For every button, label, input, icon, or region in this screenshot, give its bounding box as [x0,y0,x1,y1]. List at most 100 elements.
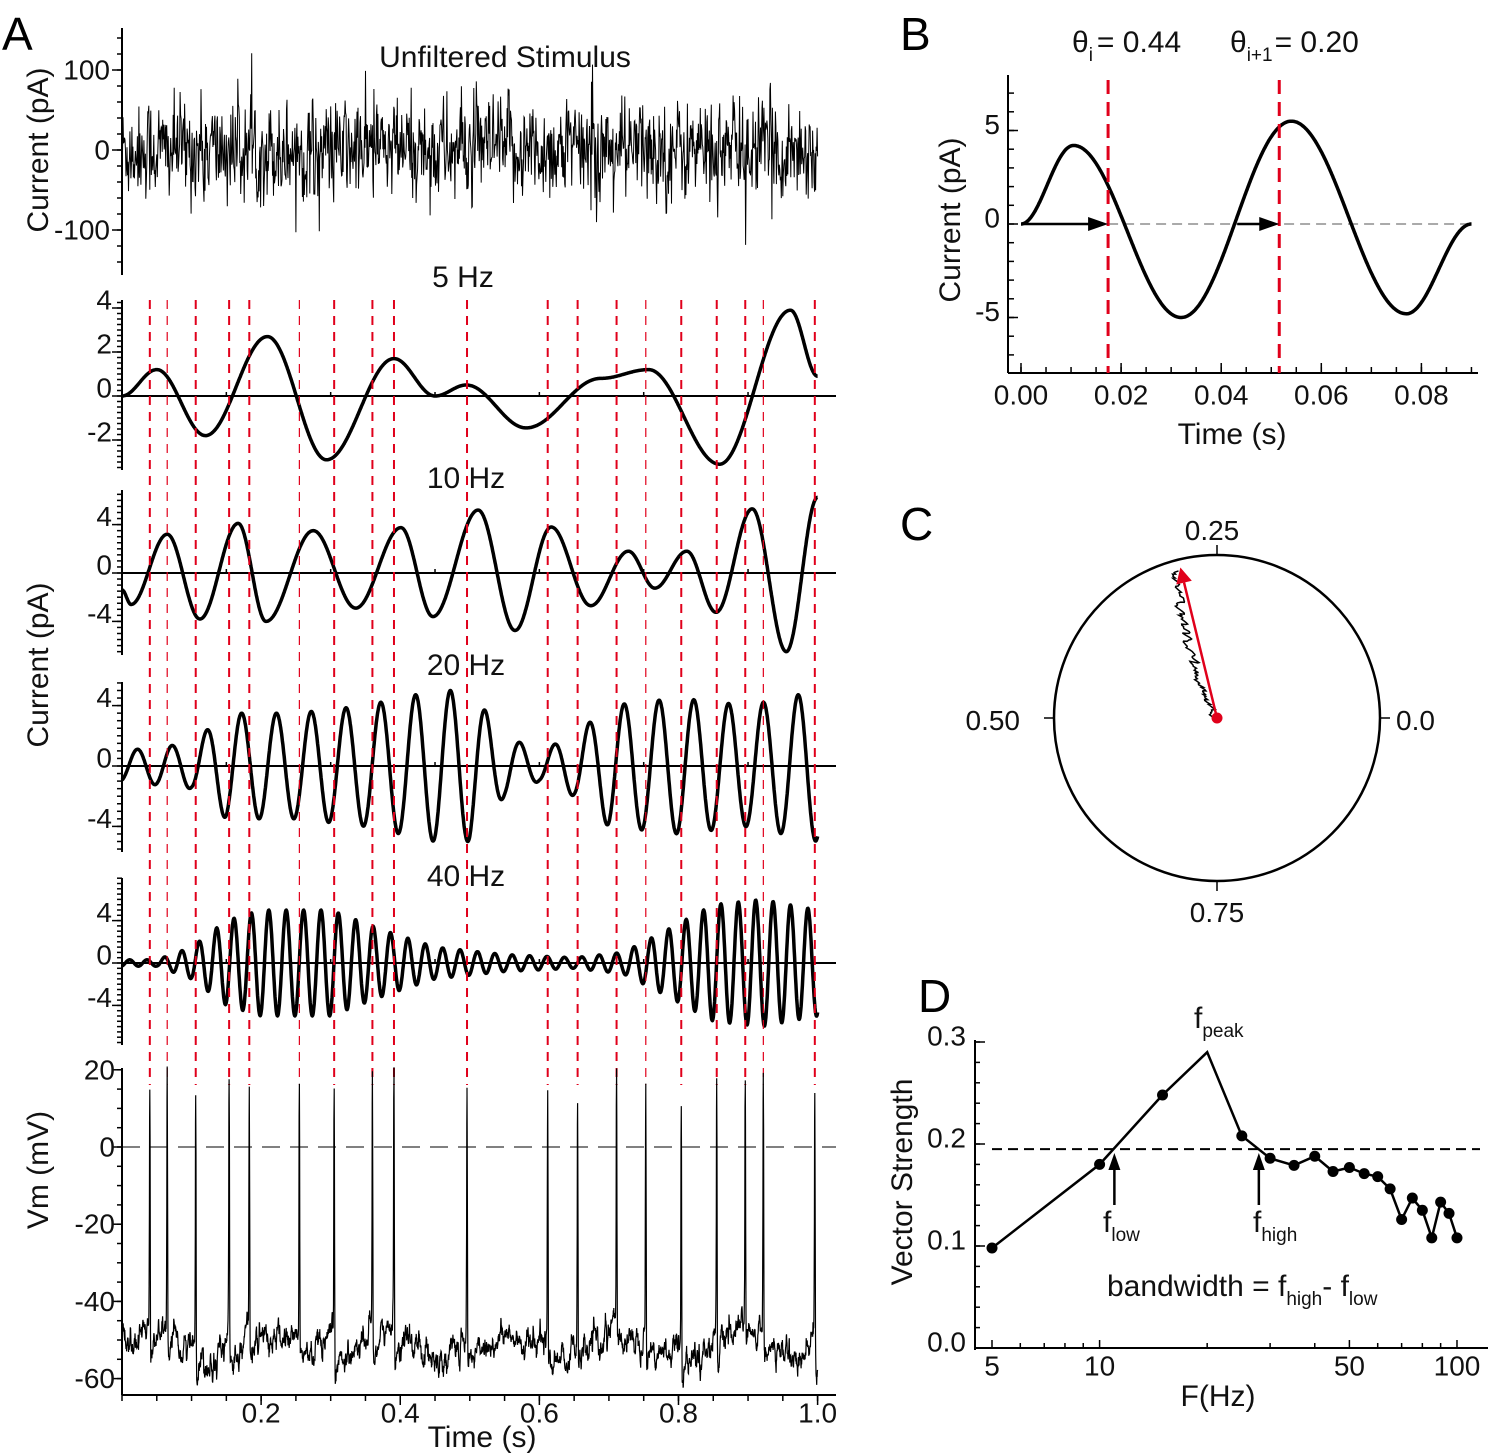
y-tick-label: -60 [75,1363,115,1394]
x-tick-label: 0.2 [242,1398,281,1429]
y-tick-label: 0 [96,743,112,774]
b-phase-arrow-2-head [1259,217,1280,231]
x-tick-label: 0.02 [1094,380,1149,411]
y-tick-label: 0.3 [927,1021,966,1052]
d-data-point [1406,1192,1418,1204]
polar-label-right: 0.0 [1396,705,1435,736]
high-subscript: high [1261,1225,1297,1246]
stimulus-title: Unfiltered Stimulus [379,41,631,74]
d-data-point [1236,1130,1248,1142]
polar-phase-walk-trace [1170,570,1218,719]
y-tick-label: 0 [96,373,112,404]
y-tick-label: -5 [975,296,1000,327]
y-tick-label: 0 [984,203,1000,234]
y-tick-label: 0 [99,1132,115,1163]
theta-subscript: i [1089,45,1093,66]
panel-letter-d: D [918,970,951,1022]
f-high-arrow-head [1252,1153,1265,1170]
minus-sign: - [1322,1270,1340,1303]
theta-i1-annotation: θi+1= 0.20 [1230,26,1359,66]
d-data-point [1443,1207,1455,1219]
d-data-point [1396,1213,1408,1225]
y-tick-label: 4 [96,285,112,316]
x-tick-label: 0.6 [520,1398,559,1429]
d-xlabel: F(Hz) [1181,1380,1256,1413]
stimulus-trace [121,53,819,245]
d-data-point [1094,1158,1106,1170]
high-subscript: high [1286,1289,1322,1310]
10hz-trace [120,495,819,654]
panel-letter-b: B [900,8,931,60]
theta-symbol: θ [1072,26,1089,59]
y-tick-label: -100 [54,215,110,246]
y-tick-label: -40 [75,1286,115,1317]
filtered-ylabel: Current (pA) [22,582,55,747]
stimulus-ylabel: Current (pA) [22,67,55,232]
x-tick-label: 0.8 [659,1398,698,1429]
bandwidth-equation: bandwidth = fhigh- flow [1107,1270,1378,1310]
x-tick-label: 50 [1334,1351,1365,1382]
theta-subscript: i+1 [1247,45,1273,66]
mean-vector-arrowhead [1176,567,1192,585]
d-data-point [1343,1161,1355,1173]
polar-label-left: 0.50 [966,705,1021,736]
x-tick-label: 0.08 [1394,380,1449,411]
x-tick-label: 0.06 [1294,380,1349,411]
y-tick-label: 0 [94,135,110,166]
peak-subscript: peak [1202,1021,1244,1042]
vm-ylabel: Vm (mV) [22,1111,55,1229]
polar-label-top: 0.25 [1185,515,1240,546]
x-tick-label: 0.04 [1194,380,1249,411]
d-data-point [1264,1152,1276,1164]
40hz-trace [120,898,820,1028]
x-tick-label: 10 [1084,1351,1115,1382]
y-tick-label: 20 [84,1054,115,1085]
y-tick-label: -2 [87,417,112,448]
f-symbol: f [1278,1270,1287,1303]
x-tick-label: 0.4 [381,1398,420,1429]
d-data-point [1288,1159,1300,1171]
b-sine-trace [1021,119,1472,320]
y-tick-label: -4 [87,598,112,629]
y-tick-label: 0 [96,550,112,581]
d-data-point [1372,1171,1384,1183]
f-symbol: f [1341,1270,1350,1303]
d-data-point [1358,1168,1370,1180]
mean-vector-arrow [1182,582,1219,719]
title-20hz: 20 Hz [427,649,505,682]
b-phase-arrow-1-head [1088,217,1109,231]
d-data-point [1327,1166,1339,1178]
f-low-label: flow [1103,1206,1140,1246]
x-tick-label: 5 [984,1351,1000,1382]
y-tick-label: 4 [96,897,112,928]
theta-value: = 0.44 [1097,26,1181,59]
d-data-point [1157,1089,1169,1101]
d-data-point [1384,1183,1396,1195]
polar-label-bottom: 0.75 [1190,897,1245,928]
y-tick-label: -4 [87,982,112,1013]
x-tick-label: 1.0 [798,1398,837,1429]
y-tick-label: 4 [96,682,112,713]
d-ylabel: Vector Strength [886,1079,919,1286]
y-tick-label: 0.1 [927,1225,966,1256]
title-40hz: 40 Hz [427,860,505,893]
b-ylabel: Current (pA) [934,137,967,302]
bandwidth-prefix: bandwidth = [1107,1270,1278,1303]
d-data-point [1416,1204,1428,1216]
x-tick-label: 0.00 [994,380,1049,411]
f-high-label: fhigh [1253,1206,1297,1246]
title-10hz: 10 Hz [427,462,505,495]
d-data-point [986,1242,998,1254]
f-low-arrow-head [1108,1153,1121,1170]
x-tick-label: 100 [1434,1351,1481,1382]
f-symbol: f [1194,1002,1203,1035]
d-data-point [1309,1150,1321,1162]
panel-letter-c: C [900,498,933,550]
y-tick-label: -20 [75,1209,115,1240]
y-tick-label: 0.0 [927,1327,966,1358]
f-peak-label: fpeak [1194,1002,1244,1042]
20hz-trace [120,688,820,844]
vm-trace [121,1066,819,1388]
y-tick-label: 2 [96,329,112,360]
